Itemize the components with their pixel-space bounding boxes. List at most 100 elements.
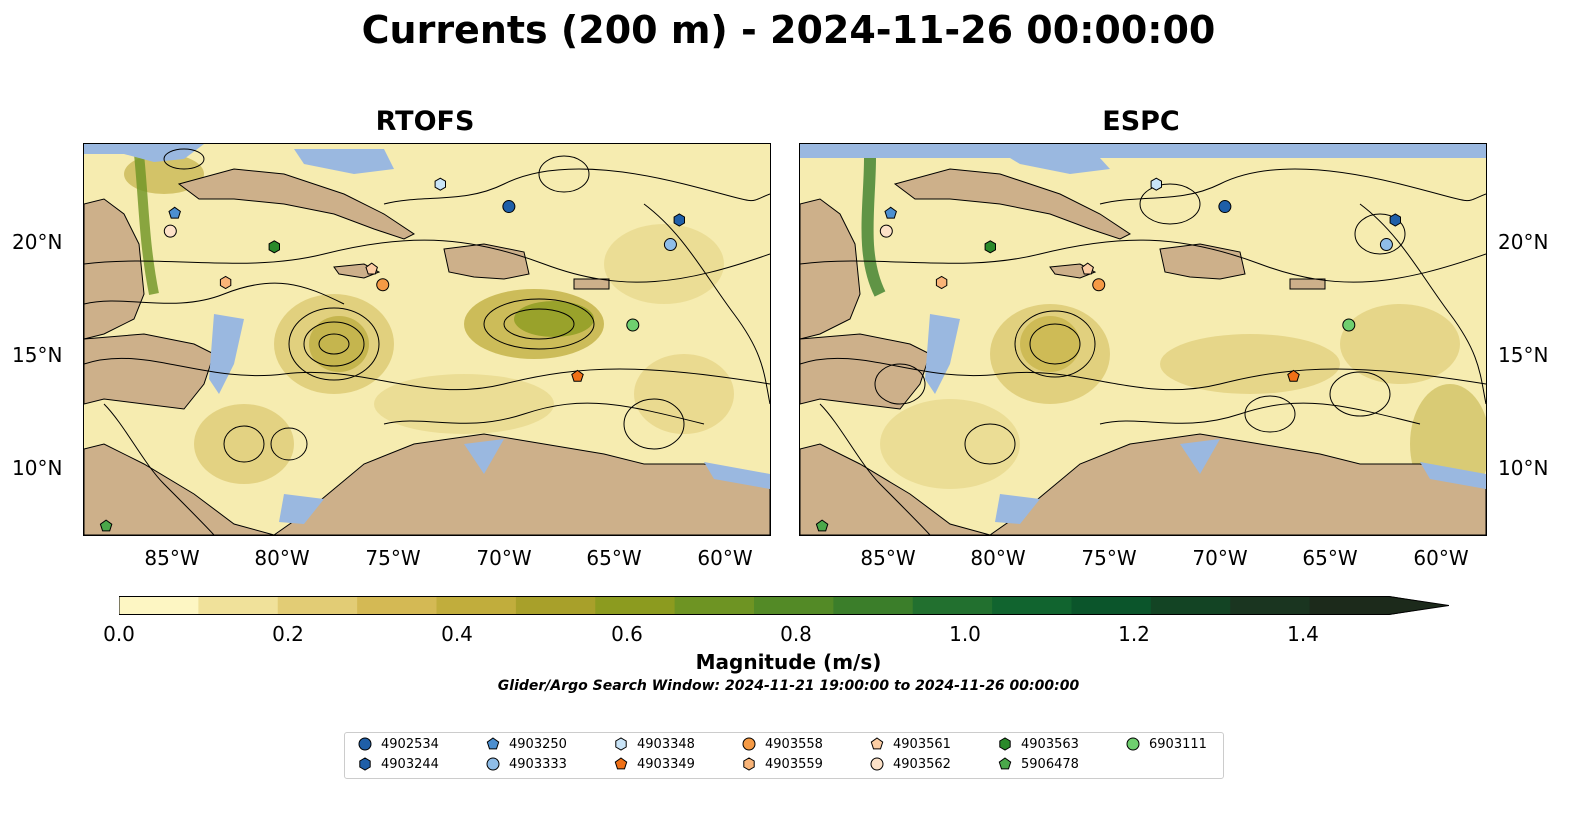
lon-label-85w-rtofs: 85°W <box>144 546 200 570</box>
colorbar-segment <box>1150 596 1231 615</box>
legend-entry: 4903562 <box>869 756 951 772</box>
lon-label-70w-espc: 70°W <box>1192 546 1248 570</box>
panel-title-rtofs: RTOFS <box>375 106 475 137</box>
colorbar-tick: 1.2 <box>1118 622 1150 646</box>
colorbar-segment <box>436 596 517 615</box>
pentagon-marker-icon <box>998 757 1012 770</box>
float-marker-4903563 <box>268 240 280 254</box>
float-marker-4903562 <box>163 224 177 238</box>
colorbar-segment <box>992 596 1072 615</box>
circle-marker-icon <box>870 757 884 771</box>
colorbar-segment <box>277 596 358 615</box>
legend-entry: 4903348 <box>613 736 695 752</box>
panel-title-espc: ESPC <box>1102 106 1180 137</box>
colorbar-label: Magnitude (m/s) <box>695 650 882 674</box>
map-rtofs[interactable] <box>83 143 771 536</box>
legend-entry: 6903111 <box>1125 736 1207 752</box>
float-marker-4903559 <box>935 275 948 290</box>
float-markers <box>815 177 1401 532</box>
lat-label-20n-left: 20°N <box>12 230 63 254</box>
float-marker-4903333 <box>1379 238 1393 252</box>
colorbar-extend-arrow <box>1389 596 1449 615</box>
float-legend: 4902534 4903244 4903250 4903333 4903348 49033… <box>344 732 1224 779</box>
legend-label: 5906478 <box>1021 756 1079 772</box>
colorbar-tick: 0.2 <box>272 622 304 646</box>
colorbar <box>119 596 1449 615</box>
lat-label-10n-left: 10°N <box>12 456 63 480</box>
float-marker-4903349 <box>571 369 584 382</box>
colorbar-segment <box>119 596 199 615</box>
lon-label-60w-rtofs: 60°W <box>697 546 753 570</box>
figure-title: Currents (200 m) - 2024-11-26 00:00:00 <box>361 8 1216 52</box>
legend-label: 4902534 <box>381 736 439 752</box>
circle-marker-icon <box>1126 737 1140 751</box>
legend-label: 4903561 <box>893 736 951 752</box>
search-window-note: Glider/Argo Search Window: 2024-11-21 19… <box>497 678 1080 694</box>
float-marker-4903561 <box>365 262 378 275</box>
colorbar-segment <box>1309 596 1390 615</box>
float-marker-4903244 <box>673 213 685 227</box>
colorbar-segment <box>1230 596 1311 615</box>
float-marker-4903558 <box>376 278 390 292</box>
legend-entry: 4903244 <box>357 756 439 772</box>
float-marker-4903563 <box>984 240 996 254</box>
float-marker-5906478 <box>99 519 113 532</box>
hexagon-marker-icon <box>359 757 371 771</box>
colorbar-segment <box>754 596 834 615</box>
pentagon-marker-icon <box>486 737 500 750</box>
legend-label: 4903558 <box>765 736 823 752</box>
legend-label: 4903250 <box>509 736 567 752</box>
float-marker-6903111 <box>626 318 640 332</box>
lat-label-20n-right: 20°N <box>1498 230 1549 254</box>
float-marker-4902534 <box>502 200 516 214</box>
legend-entry: 4903250 <box>485 736 567 752</box>
colorbar-segment <box>912 596 993 615</box>
legend-entry: 5906478 <box>997 756 1079 772</box>
colorbar-segment <box>833 596 914 615</box>
float-marker-4903558 <box>1092 278 1106 292</box>
float-marker-4903348 <box>1150 177 1162 191</box>
float-marker-4903559 <box>219 275 232 290</box>
lat-label-15n-left: 15°N <box>12 343 63 367</box>
float-marker-4903561 <box>1081 262 1094 275</box>
lon-label-85w-espc: 85°W <box>860 546 916 570</box>
legend-entry: 4903559 <box>741 756 823 772</box>
float-marker-4903333 <box>663 238 677 252</box>
lat-label-15n-right: 15°N <box>1498 343 1549 367</box>
colorbar-tick: 1.0 <box>949 622 981 646</box>
legend-label: 4903349 <box>637 756 695 772</box>
lon-label-60w-espc: 60°W <box>1413 546 1469 570</box>
colorbar-tick: 0.4 <box>441 622 473 646</box>
lon-label-80w-espc: 80°W <box>970 546 1026 570</box>
colorbar-segment <box>357 596 437 615</box>
lon-label-75w-rtofs: 75°W <box>365 546 421 570</box>
streamlines <box>800 168 1486 535</box>
float-marker-4903244 <box>1389 213 1401 227</box>
float-marker-4903349 <box>1287 369 1300 382</box>
legend-entry: 4902534 <box>357 736 439 752</box>
legend-label: 6903111 <box>1149 736 1207 752</box>
float-marker-5906478 <box>815 519 829 532</box>
circle-marker-icon <box>358 737 372 751</box>
hexagon-marker-icon <box>615 737 627 751</box>
colorbar-segment <box>674 596 755 615</box>
colorbar-segment <box>198 596 279 615</box>
legend-entry: 4903561 <box>869 736 951 752</box>
float-marker-4903250 <box>168 206 181 219</box>
hexagon-marker-icon <box>743 757 755 771</box>
legend-entry: 4903563 <box>997 736 1079 752</box>
colorbar-tick: 1.4 <box>1287 622 1319 646</box>
colorbar-segment <box>1071 596 1152 615</box>
colorbar-tick: 0.8 <box>780 622 812 646</box>
land <box>800 168 1486 535</box>
colorbar-segment <box>515 596 596 615</box>
hexagon-marker-icon <box>999 737 1011 751</box>
legend-entry: 4903333 <box>485 756 567 772</box>
legend-label: 4903563 <box>1021 736 1079 752</box>
legend-label: 4903559 <box>765 756 823 772</box>
map-espc[interactable] <box>799 143 1487 536</box>
water-gaps <box>925 158 1486 524</box>
float-marker-4903562 <box>879 224 893 238</box>
circle-marker-icon <box>742 737 756 751</box>
legend-entry: 4903558 <box>741 736 823 752</box>
